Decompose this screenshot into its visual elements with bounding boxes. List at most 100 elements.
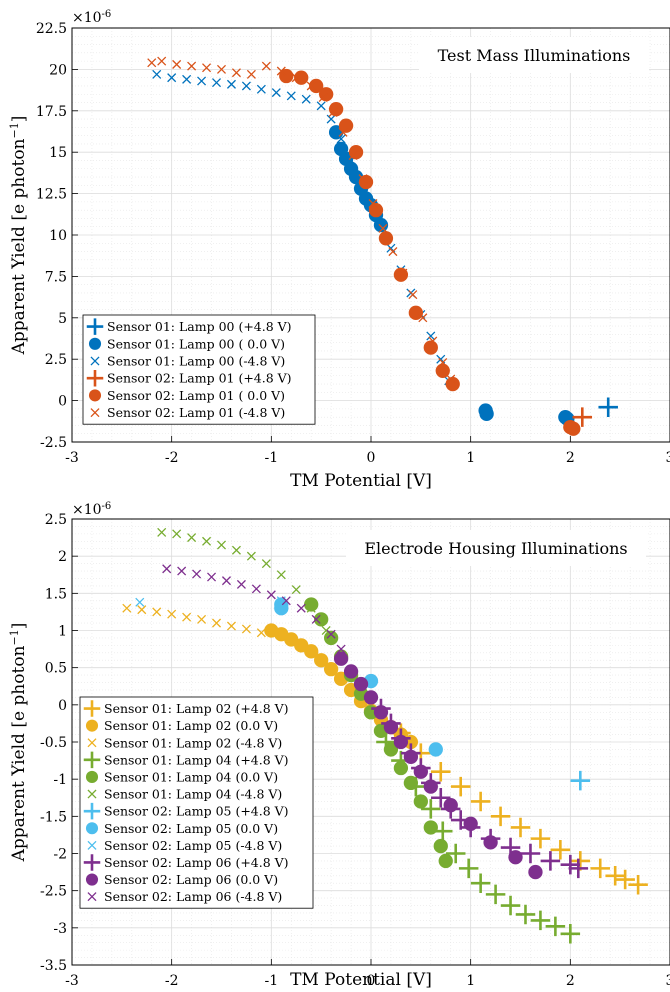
data-point bbox=[321, 625, 331, 636]
legend-marker bbox=[87, 789, 97, 799]
data-point bbox=[383, 742, 399, 757]
y-tick-label: -1 bbox=[53, 772, 67, 788]
legend-entry: Sensor 01: Lamp 04 (0.0 V) bbox=[104, 769, 278, 784]
y-axis-label: Apparent Yield [e photon−1] bbox=[8, 623, 30, 863]
data-point bbox=[187, 533, 197, 543]
data-point bbox=[226, 79, 236, 89]
legend-marker bbox=[85, 770, 99, 783]
legend-marker bbox=[85, 719, 99, 732]
x-tick-label: -2 bbox=[165, 973, 179, 989]
exponent-sup: -6 bbox=[102, 9, 112, 20]
data-point bbox=[326, 629, 336, 639]
data-point bbox=[294, 70, 309, 85]
data-point bbox=[296, 603, 306, 613]
data-point bbox=[408, 305, 423, 320]
legend-entry: Sensor 02: Lamp 06 (+4.8 V) bbox=[104, 855, 289, 870]
legend-entry: Sensor 02: Lamp 06 (0.0 V) bbox=[104, 872, 278, 887]
legend-entry: Sensor 01: Lamp 00 (+4.8 V) bbox=[107, 319, 292, 334]
legend-entry: Sensor 02: Lamp 05 (-4.8 V) bbox=[104, 838, 282, 853]
data-point bbox=[423, 340, 438, 355]
y-tick-label: 0 bbox=[58, 698, 67, 714]
data-point bbox=[615, 869, 635, 890]
data-point bbox=[363, 690, 379, 705]
data-point bbox=[236, 579, 246, 589]
data-point bbox=[152, 607, 162, 617]
data-point bbox=[560, 854, 581, 875]
legend-entry: Sensor 01: Lamp 00 ( 0.0 V) bbox=[107, 336, 285, 351]
data-point bbox=[388, 247, 398, 257]
data-point bbox=[266, 590, 276, 600]
data-point bbox=[311, 614, 321, 624]
data-point bbox=[393, 760, 409, 776]
data-point bbox=[241, 81, 251, 91]
data-point bbox=[157, 56, 167, 66]
data-point bbox=[231, 545, 241, 555]
data-point bbox=[306, 81, 316, 91]
legend-entry: Sensor 02: Lamp 05 (0.0 V) bbox=[104, 821, 278, 836]
data-point bbox=[428, 742, 443, 757]
legend-entry: Sensor 01: Lamp 02 (+4.8 V) bbox=[104, 701, 289, 716]
exponent-base: ×10 bbox=[72, 10, 102, 26]
legend-marker bbox=[86, 318, 104, 335]
y-tick-label: -2 bbox=[53, 847, 67, 863]
data-point bbox=[431, 788, 451, 808]
data-point bbox=[137, 605, 147, 615]
data-point bbox=[566, 421, 581, 436]
data-point bbox=[256, 84, 266, 94]
y-axis-label-main: Apparent Yield [e photon bbox=[9, 138, 29, 355]
data-point bbox=[301, 94, 311, 104]
data-point bbox=[510, 817, 531, 838]
x-tick-label: -1 bbox=[265, 973, 279, 989]
data-point bbox=[187, 61, 197, 71]
data-point bbox=[443, 798, 458, 813]
data-point bbox=[358, 174, 368, 184]
legend-marker bbox=[83, 751, 101, 769]
y-tick-label: -2.5 bbox=[40, 435, 67, 451]
data-point bbox=[445, 843, 466, 864]
legend-marker bbox=[88, 337, 102, 350]
legend-box bbox=[79, 696, 314, 909]
data-point bbox=[628, 874, 648, 895]
legend-marker bbox=[90, 408, 100, 418]
data-point bbox=[256, 628, 266, 638]
y-axis-label-close: ] bbox=[9, 623, 29, 630]
y-tick-label: 1 bbox=[58, 624, 67, 640]
legend-marker bbox=[90, 356, 100, 366]
data-point bbox=[338, 127, 348, 137]
data-point bbox=[172, 59, 182, 69]
plot-frame bbox=[71, 27, 670, 443]
exponent-sup: -6 bbox=[102, 501, 112, 512]
y-axis-label-sup: −1 bbox=[8, 122, 21, 138]
data-point bbox=[530, 910, 551, 931]
data-point bbox=[167, 73, 177, 83]
x-tick-label: 0 bbox=[367, 450, 376, 466]
chart-title: Electrode Housing Illuminations bbox=[364, 539, 627, 558]
series-4 bbox=[279, 68, 581, 436]
data-point bbox=[423, 779, 438, 794]
series-5 bbox=[147, 56, 456, 384]
data-point bbox=[413, 764, 428, 779]
x-tick-label: -2 bbox=[165, 450, 179, 466]
data-point bbox=[378, 223, 388, 233]
x-axis-label: TM Potential [V] bbox=[290, 970, 432, 990]
legend-marker bbox=[85, 822, 99, 835]
data-point bbox=[445, 376, 460, 392]
data-point bbox=[508, 850, 523, 865]
series-8 bbox=[135, 596, 286, 607]
y-tick-label: 20 bbox=[49, 62, 67, 78]
x-axis-label: TM Potential [V] bbox=[290, 471, 432, 491]
legend-entry: Sensor 02: Lamp 01 (-4.8 V) bbox=[107, 405, 285, 420]
series-5 bbox=[157, 527, 346, 662]
x-tick-label: 3 bbox=[666, 973, 670, 989]
data-point bbox=[490, 806, 511, 827]
series-0 bbox=[598, 397, 618, 417]
data-point bbox=[572, 407, 593, 427]
y-tick-label: -0.5 bbox=[40, 735, 67, 751]
legend-entry: Sensor 01: Lamp 00 (-4.8 V) bbox=[107, 354, 285, 369]
y-tick-label: -3.5 bbox=[40, 958, 67, 974]
data-point bbox=[326, 114, 336, 124]
data-point bbox=[458, 858, 479, 879]
data-point bbox=[172, 529, 182, 539]
data-point bbox=[368, 203, 384, 218]
